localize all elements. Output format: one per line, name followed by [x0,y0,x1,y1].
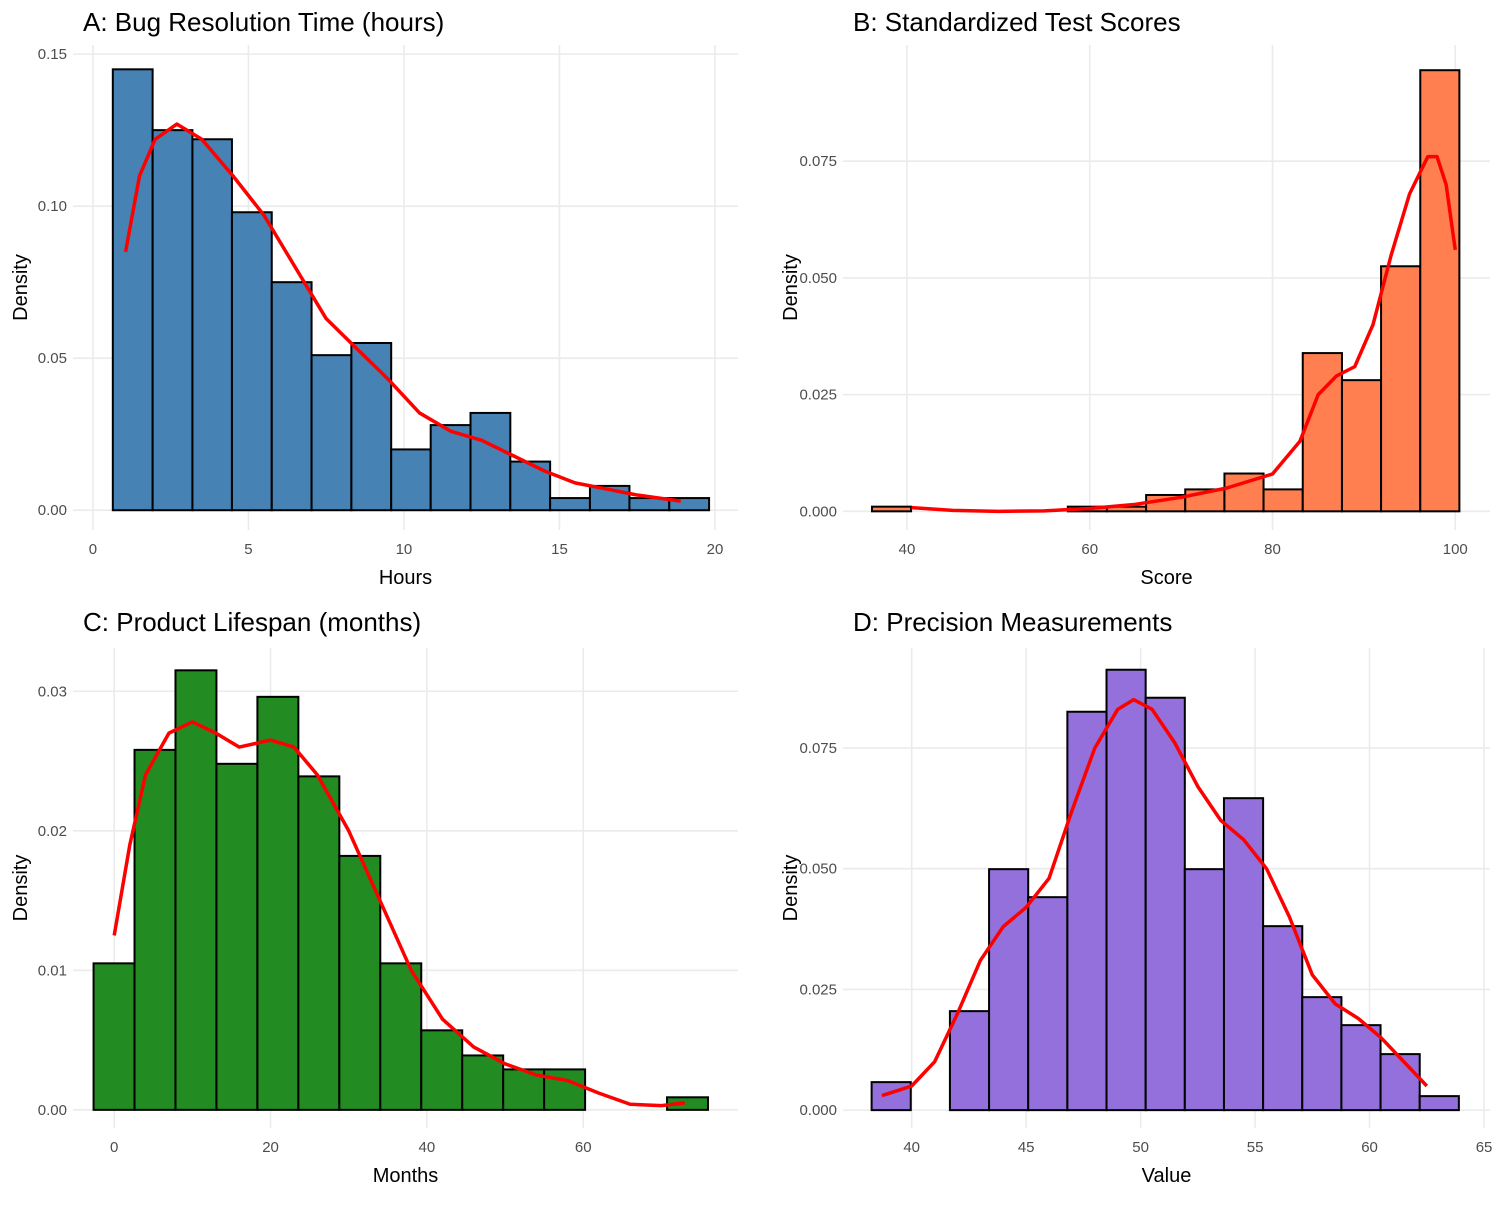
bar [1418,1095,1460,1112]
y-tick-label: 0.00 [38,502,67,519]
y-tick-label: 0.075 [799,740,837,757]
y-tick-label: 0.050 [799,861,837,878]
chart-title: D: Precision Measurements [853,607,1172,637]
bar [420,1029,464,1111]
y-axis-label: Density [10,254,32,321]
bar [297,775,341,1111]
y-axis-label: Density [10,855,32,922]
y-tick-label: 0.000 [799,503,837,520]
bar [948,1010,991,1112]
density-curve [112,720,686,1108]
density-curve [123,122,682,503]
chart-title: A: Bug Resolution Time (hours) [83,7,444,37]
bar [870,1081,912,1112]
y-tick-label: 0.00 [38,1102,67,1119]
bar [350,341,393,512]
x-tick-label: 0 [89,541,97,558]
chart-title: B: Standardized Test Scores [853,7,1181,37]
x-tick-label: 50 [1132,1139,1149,1156]
y-tick-label: 0.03 [38,683,67,700]
x-axis-label: Score [1140,567,1192,589]
x-tick-label: 20 [707,541,724,558]
density-curve [881,697,1429,1098]
x-tick-label: 60 [1361,1139,1378,1156]
bar [191,138,233,512]
x-tick-label: 45 [1018,1139,1035,1156]
bar [543,1068,587,1111]
bar [429,424,472,512]
x-tick-label: 15 [551,541,568,558]
y-tick-label: 0.01 [38,962,67,979]
bar [230,211,273,512]
x-tick-label: 60 [1081,541,1098,558]
y-tick-label: 0.025 [799,387,837,404]
bar [1066,710,1108,1112]
bar [1380,265,1422,513]
bar [215,762,259,1111]
x-tick-label: 0 [110,1139,118,1156]
bar [1183,868,1225,1112]
y-axis-label: Density [780,855,802,922]
x-tick-label: 80 [1264,541,1281,558]
panel: 0.000 0.025 0.050 0.075 40 45 50 55 60 65 D: Preci… [780,607,1492,1187]
x-axis-label: Value [1142,1165,1192,1187]
bar [469,411,512,512]
x-tick-label: 60 [575,1139,592,1156]
bar [870,505,913,513]
y-axis-label: Density [780,254,802,321]
x-axis-label: Months [373,1165,439,1187]
x-tick-label: 65 [1476,1139,1493,1156]
bar [174,669,218,1111]
bar [1262,925,1304,1112]
y-tick-label: 0.02 [38,823,67,840]
y-tick-label: 0.10 [38,198,67,215]
bar [310,354,353,512]
x-tick-label: 55 [1247,1139,1264,1156]
bar [151,129,194,512]
x-tick-label: 20 [262,1139,279,1156]
bar [988,868,1030,1112]
x-tick-label: 40 [419,1139,436,1156]
x-tick-label: 5 [244,541,252,558]
x-tick-label: 100 [1443,541,1468,558]
bar [1301,996,1343,1112]
bar [1379,1053,1421,1112]
bar [379,962,423,1111]
bar [111,68,154,512]
bar [1223,472,1265,513]
x-tick-label: 40 [899,541,916,558]
bar [1105,668,1147,1112]
bar [1222,797,1265,1112]
y-tick-label: 0.05 [38,350,67,367]
bar [1262,488,1304,513]
bar [1027,896,1069,1112]
x-tick-label: 40 [903,1139,920,1156]
x-tick-label: 10 [396,541,413,558]
bar [1419,69,1461,513]
y-tick-label: 0.050 [799,270,837,287]
panel: 0.00 0.01 0.02 0.03 0 20 40 60 C: Product Lifesp… [10,607,738,1187]
panel: 0.00 0.05 0.10 0.15 0 5 10 15 20 A: Bug Resolutio… [10,7,738,589]
bar [1144,696,1186,1112]
y-tick-label: 0.15 [38,46,67,63]
bar [461,1054,505,1111]
density-curve [911,154,1458,514]
bar [549,497,591,512]
panel: 0.000 0.025 0.050 0.075 40 60 80 100 B: Standard… [780,7,1490,589]
bar [1340,379,1383,513]
y-tick-label: 0.025 [799,981,837,998]
bar [1340,1024,1382,1112]
bar [390,448,432,512]
y-tick-label: 0.000 [799,1102,837,1119]
bar [338,854,382,1111]
bar [270,281,313,512]
y-tick-label: 0.075 [799,153,837,170]
chart-title: C: Product Lifespan (months) [83,607,421,637]
bar [92,962,136,1111]
x-axis-label: Hours [379,567,432,589]
bar [256,695,300,1111]
